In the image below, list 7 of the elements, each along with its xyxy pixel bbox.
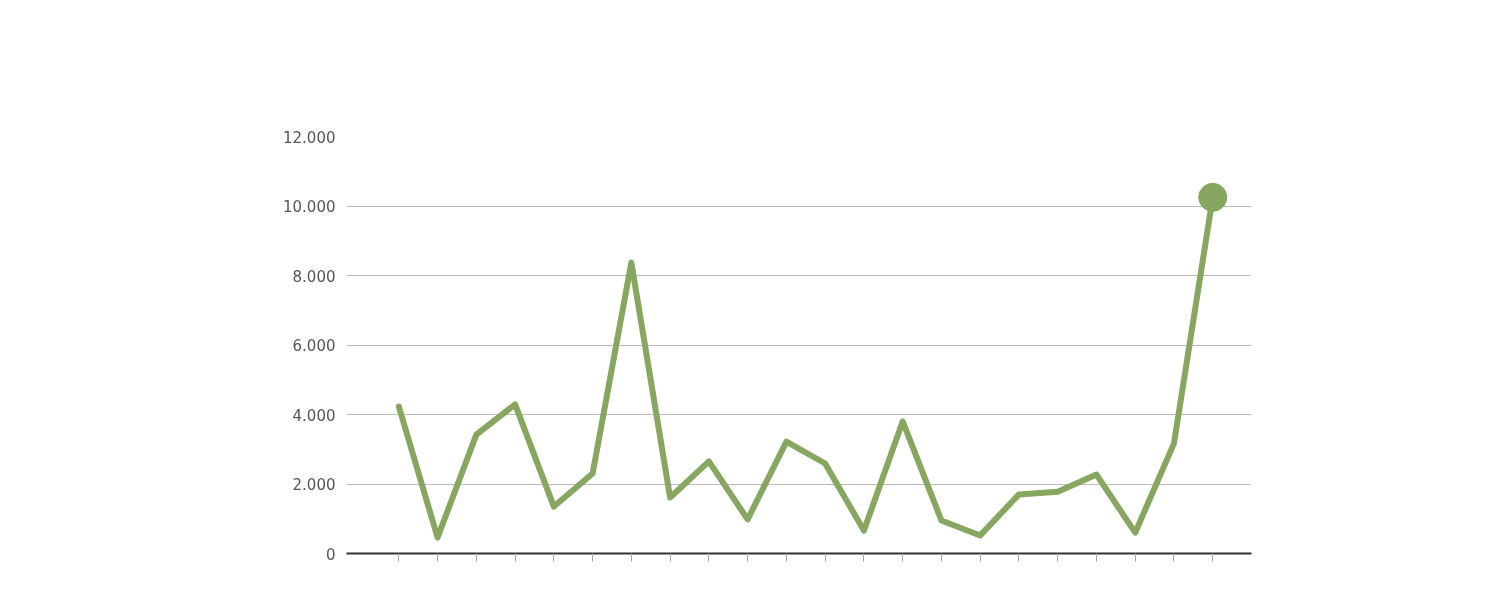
y-tick-label: 8.000 [292, 267, 336, 286]
y-tick-label: 6.000 [292, 337, 336, 355]
y-tick-label: 0 [325, 545, 336, 564]
y-tick-label: 10.000 [283, 198, 336, 216]
y-tick-label: 2.000 [292, 476, 336, 494]
y-tick-label: 4.000 [292, 406, 336, 425]
y-tick-label: 12.000 [283, 128, 336, 147]
